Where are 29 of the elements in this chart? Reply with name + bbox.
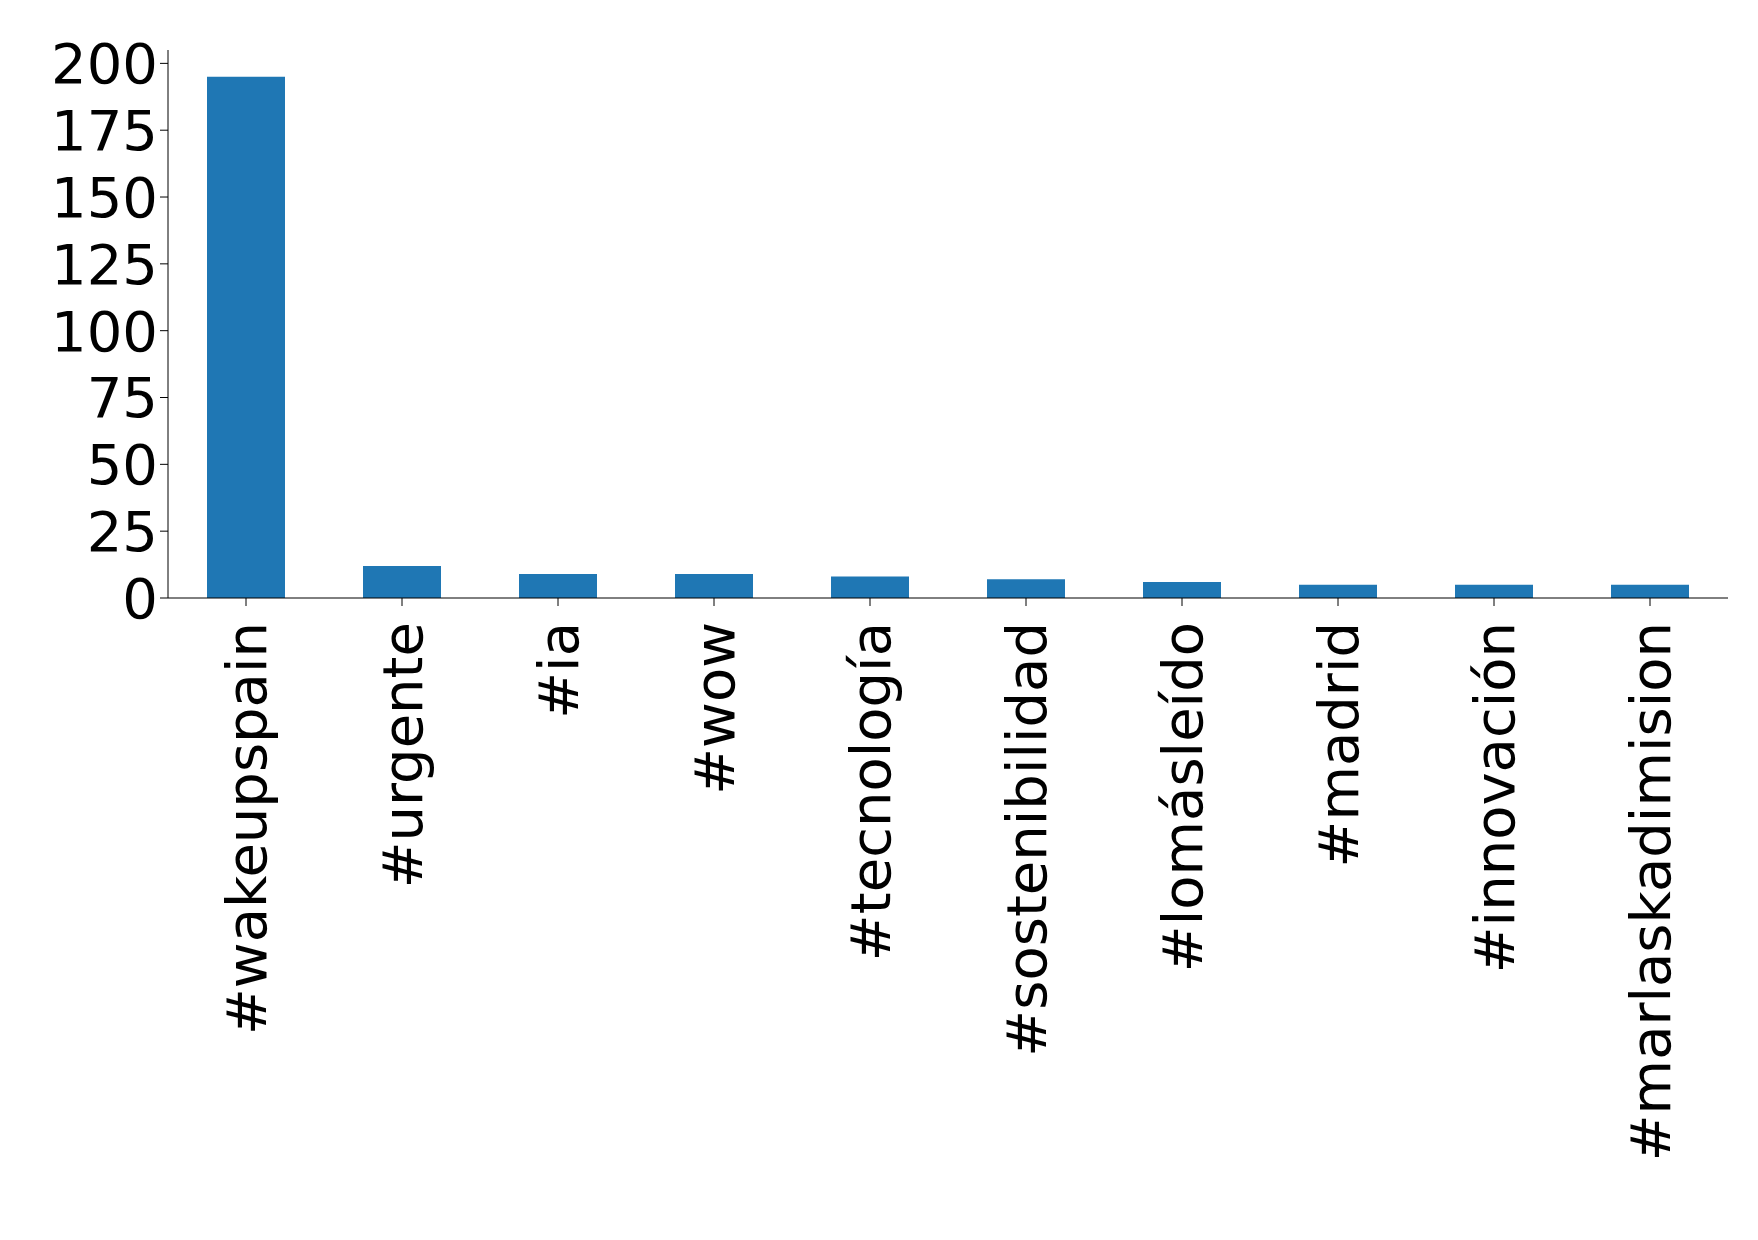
- y-tick-label: 0: [122, 565, 158, 631]
- y-tick-label: 50: [86, 432, 158, 498]
- bar: [1455, 584, 1533, 598]
- y-tick-label: 200: [51, 31, 158, 97]
- x-tick-label: #sostenibilidad: [993, 622, 1059, 1057]
- bar: [1143, 581, 1221, 598]
- bar: [675, 573, 753, 598]
- bar: [519, 573, 597, 598]
- x-tick-label: #lomásleído: [1149, 622, 1215, 973]
- y-tick-label: 150: [51, 164, 158, 230]
- y-tick-label: 100: [51, 298, 158, 364]
- bar: [1611, 584, 1689, 598]
- x-tick-label: #wakeupspain: [213, 622, 279, 1036]
- x-tick-label: #tecnología: [837, 622, 903, 962]
- bar: [363, 565, 441, 598]
- y-tick-label: 25: [86, 499, 158, 565]
- bar: [207, 76, 285, 598]
- y-tick-label: 175: [51, 98, 158, 164]
- x-tick-label: #wow: [681, 622, 747, 795]
- y-tick-label: 125: [51, 231, 158, 297]
- y-tick-label: 75: [86, 365, 158, 431]
- bar: [987, 579, 1065, 598]
- x-tick-label: #ia: [525, 622, 591, 719]
- bar: [831, 576, 909, 598]
- x-tick-label: #urgente: [369, 622, 435, 889]
- x-tick-label: #madrid: [1305, 622, 1371, 868]
- x-tick-label: #marlaskadimision: [1617, 622, 1683, 1162]
- x-tick-label: #innovación: [1461, 622, 1527, 974]
- bar: [1299, 584, 1377, 598]
